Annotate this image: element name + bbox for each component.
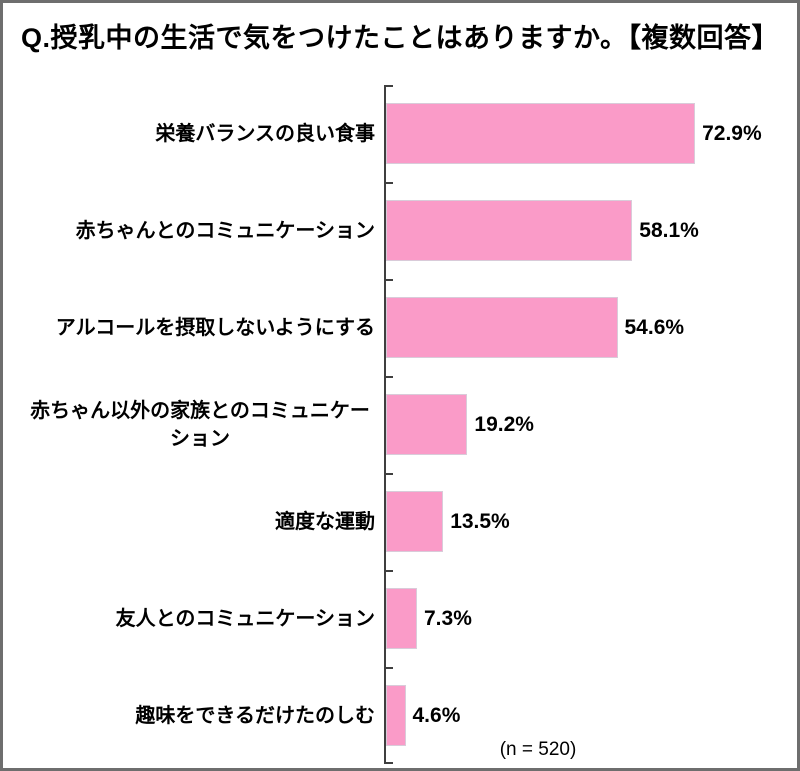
bar [386,200,633,261]
axis-tick [384,182,393,184]
chart-title: Q.授乳中の生活で気をつけたことはありますか。【複数回答】 [21,23,779,53]
value-label: 4.6% [412,703,461,727]
bar [386,685,406,746]
bar [386,297,618,358]
bar-row: 趣味をできるだけたのしむ 4.6% [3,667,797,764]
plot-area: 栄養バランスの良い食事 72.9% 赤ちゃんとのコミュニケーション 58.1% [3,85,797,764]
category-label: 友人とのコミュニケーション [115,607,375,630]
category-label: 栄養バランスの良い食事 [155,122,375,145]
axis-tick [384,85,393,87]
sample-size-note: (n = 520) [499,739,577,760]
bar [386,588,417,649]
value-label: 58.1% [639,218,699,242]
bar [386,491,444,552]
bar-row: 適度な運動 13.5% [3,473,797,570]
bar-row: 栄養バランスの良い食事 72.9% [3,85,797,182]
bar-row: 友人とのコミュニケーション 7.3% [3,570,797,667]
axis-tick [384,279,393,281]
category-label: 赤ちゃんとのコミュニケーション [75,219,375,242]
category-label: 赤ちゃん以外の家族とのコミュニケーション [30,399,370,450]
axis-tick [384,762,393,764]
axis-tick [384,667,393,669]
bar-row: アルコールを摂取しないようにする 54.6% [3,279,797,376]
category-axis-line [384,85,386,764]
category-label: 趣味をできるだけたのしむ [135,704,375,727]
value-label: 7.3% [424,606,472,630]
value-label: 72.9% [702,121,762,145]
bar [386,394,468,455]
value-label: 54.6% [624,315,685,339]
category-label: 適度な運動 [275,510,375,533]
axis-tick [384,376,393,378]
axis-tick [384,570,393,572]
value-label: 13.5% [450,509,510,533]
bar [386,103,696,164]
category-label: アルコールを摂取しないようにする [55,316,375,339]
axis-tick [384,473,393,475]
bar-row: 赤ちゃん以外の家族とのコミュニケーション 19.2% [3,376,797,473]
value-label: 19.2% [474,412,534,436]
bar-row: 赤ちゃんとのコミュニケーション 58.1% [3,182,797,279]
bar-rows: 栄養バランスの良い食事 72.9% 赤ちゃんとのコミュニケーション 58.1% [3,85,797,764]
